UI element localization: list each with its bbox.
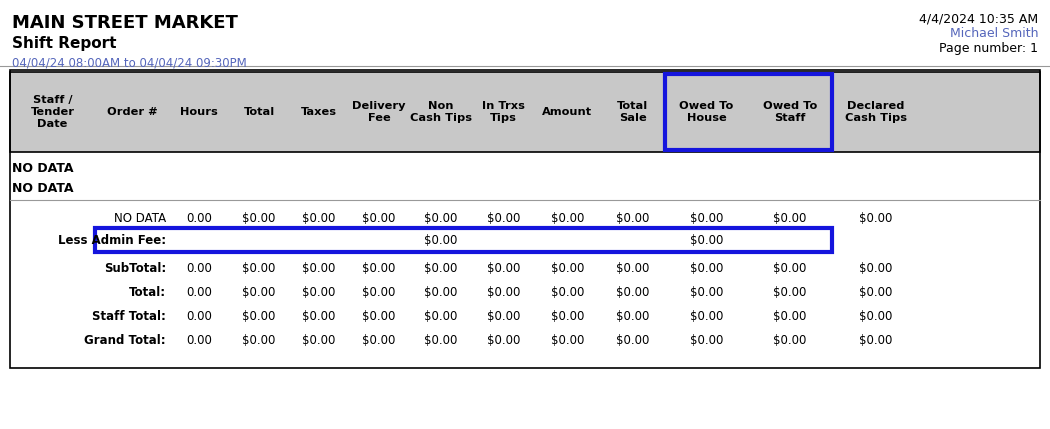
Text: $0.00: $0.00 (243, 309, 276, 323)
Text: $0.00: $0.00 (773, 211, 806, 224)
Text: 04/04/24 08:00AM to 04/04/24 09:30PM: 04/04/24 08:00AM to 04/04/24 09:30PM (12, 56, 247, 69)
Text: Taxes: Taxes (301, 107, 337, 117)
Text: $0.00: $0.00 (362, 333, 396, 347)
Text: In Trxs
Tips: In Trxs Tips (482, 101, 525, 123)
Text: $0.00: $0.00 (615, 211, 649, 224)
Text: 4/4/2024 10:35 AM: 4/4/2024 10:35 AM (919, 12, 1038, 25)
Text: Staff /
Tender
Date: Staff / Tender Date (30, 95, 75, 129)
Text: Grand Total:: Grand Total: (84, 333, 166, 347)
Bar (665, 74, 832, 150)
Text: 0.00: 0.00 (186, 211, 212, 224)
Text: $0.00: $0.00 (424, 286, 458, 299)
Text: Delivery
Fee: Delivery Fee (352, 101, 405, 123)
Text: $0.00: $0.00 (690, 333, 723, 347)
Text: $0.00: $0.00 (424, 233, 458, 247)
Text: $0.00: $0.00 (773, 262, 806, 275)
Text: MAIN STREET MARKET: MAIN STREET MARKET (12, 14, 238, 32)
Text: $0.00: $0.00 (773, 333, 806, 347)
Text: $0.00: $0.00 (302, 333, 336, 347)
Text: Non
Cash Tips: Non Cash Tips (410, 101, 472, 123)
Text: $0.00: $0.00 (551, 309, 584, 323)
Text: SubTotal:: SubTotal: (104, 262, 166, 275)
Text: $0.00: $0.00 (362, 262, 396, 275)
Text: $0.00: $0.00 (615, 262, 649, 275)
Text: $0.00: $0.00 (690, 233, 723, 247)
Text: Amount: Amount (543, 107, 592, 117)
Text: $0.00: $0.00 (690, 262, 723, 275)
Text: Owed To
Staff: Owed To Staff (763, 101, 817, 123)
Text: Michael Smith: Michael Smith (949, 27, 1038, 40)
Text: $0.00: $0.00 (859, 286, 892, 299)
Text: 0.00: 0.00 (186, 262, 212, 275)
Text: $0.00: $0.00 (859, 333, 892, 347)
Text: 0.00: 0.00 (186, 333, 212, 347)
Text: Staff Total:: Staff Total: (92, 309, 166, 323)
Text: $0.00: $0.00 (362, 211, 396, 224)
Text: NO DATA: NO DATA (113, 211, 166, 224)
Text: NO DATA: NO DATA (12, 182, 74, 195)
Text: $0.00: $0.00 (424, 309, 458, 323)
Text: $0.00: $0.00 (302, 286, 336, 299)
Text: Total
Sale: Total Sale (617, 101, 648, 123)
Text: $0.00: $0.00 (487, 262, 520, 275)
Text: $0.00: $0.00 (243, 286, 276, 299)
Text: Page number: 1: Page number: 1 (939, 42, 1038, 55)
Text: $0.00: $0.00 (773, 309, 806, 323)
Text: 0.00: 0.00 (186, 286, 212, 299)
Text: $0.00: $0.00 (424, 211, 458, 224)
Text: $0.00: $0.00 (302, 211, 336, 224)
Text: $0.00: $0.00 (615, 333, 649, 347)
Text: $0.00: $0.00 (690, 286, 723, 299)
Bar (94, 228, 832, 252)
Text: Shift Report: Shift Report (12, 36, 117, 51)
Text: Owed To
House: Owed To House (679, 101, 734, 123)
Text: Hours: Hours (181, 107, 218, 117)
Bar (10, 70, 1040, 368)
Text: $0.00: $0.00 (551, 211, 584, 224)
Text: $0.00: $0.00 (551, 333, 584, 347)
Text: Order #: Order # (107, 107, 158, 117)
Bar (10, 72, 1040, 152)
Text: Declared
Cash Tips: Declared Cash Tips (845, 101, 907, 123)
Text: $0.00: $0.00 (424, 262, 458, 275)
Text: Less Admin Fee:: Less Admin Fee: (58, 233, 166, 247)
Text: $0.00: $0.00 (487, 211, 520, 224)
Text: $0.00: $0.00 (424, 333, 458, 347)
Text: $0.00: $0.00 (615, 286, 649, 299)
Text: $0.00: $0.00 (362, 286, 396, 299)
Text: $0.00: $0.00 (302, 262, 336, 275)
Text: $0.00: $0.00 (243, 333, 276, 347)
Text: $0.00: $0.00 (690, 211, 723, 224)
Text: 0.00: 0.00 (186, 309, 212, 323)
Text: $0.00: $0.00 (487, 333, 520, 347)
Text: $0.00: $0.00 (487, 286, 520, 299)
Text: NO DATA: NO DATA (12, 162, 74, 175)
Text: $0.00: $0.00 (773, 286, 806, 299)
Text: $0.00: $0.00 (859, 262, 892, 275)
Text: $0.00: $0.00 (615, 309, 649, 323)
Text: $0.00: $0.00 (302, 309, 336, 323)
Text: $0.00: $0.00 (243, 262, 276, 275)
Text: $0.00: $0.00 (243, 211, 276, 224)
Text: Total:: Total: (129, 286, 166, 299)
Text: $0.00: $0.00 (362, 309, 396, 323)
Text: $0.00: $0.00 (551, 286, 584, 299)
Text: $0.00: $0.00 (859, 309, 892, 323)
Text: Total: Total (244, 107, 275, 117)
Text: $0.00: $0.00 (551, 262, 584, 275)
Text: $0.00: $0.00 (487, 309, 520, 323)
Text: $0.00: $0.00 (859, 211, 892, 224)
Text: $0.00: $0.00 (690, 309, 723, 323)
